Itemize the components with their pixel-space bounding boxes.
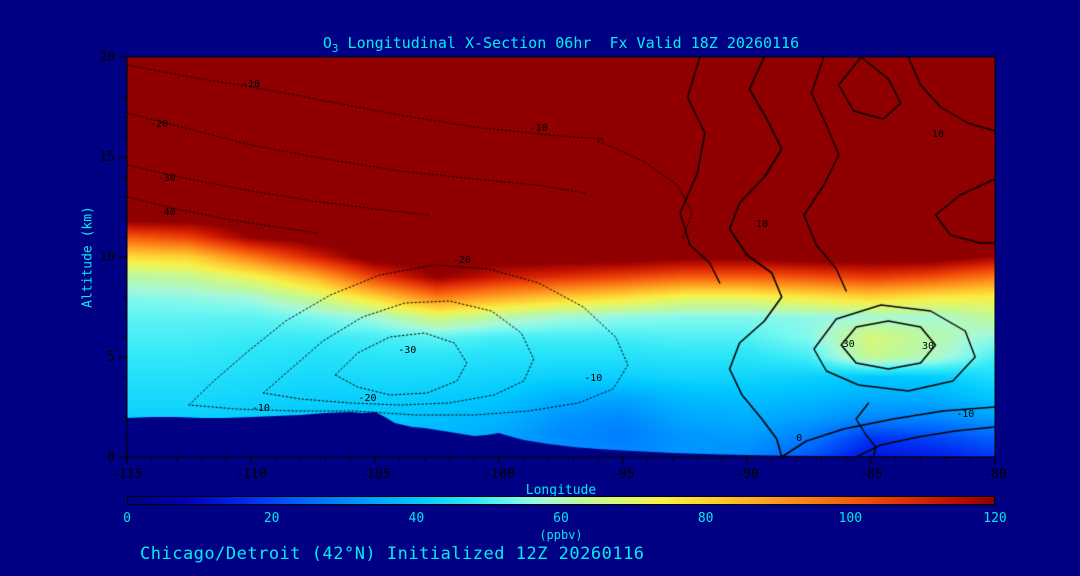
- contour-label: -10: [529, 123, 548, 134]
- colorbar-tick-label: 60: [553, 511, 569, 526]
- contour-label: -10: [584, 373, 603, 384]
- axis-tick-label: -105: [359, 467, 390, 482]
- colorbar-tick-label: 40: [408, 511, 425, 526]
- caption: Chicago/Detroit (42°N) Initialized 12Z 2…: [140, 544, 645, 564]
- axis-tick-label: -80: [983, 467, 1006, 482]
- axis-tick-label: -85: [859, 467, 882, 482]
- y-axis-title: Altitude (km): [80, 206, 96, 308]
- chart-title-species: O: [322, 34, 332, 52]
- contour-label: -20: [150, 119, 169, 130]
- contour-label: -30: [398, 345, 417, 356]
- colorbar-tick-label: 80: [697, 511, 714, 526]
- colorbar-tick-label: 120: [983, 511, 1007, 526]
- contour-label: 10: [755, 219, 768, 230]
- chart-title-text: Longitudinal X-Section 06hr Fx Valid 18Z…: [338, 34, 800, 52]
- filled-contour-plot: [127, 57, 995, 457]
- chart-title: O3 Longitudinal X-Section 06hr Fx Valid …: [127, 34, 995, 55]
- colorbar-tick-label: 20: [263, 511, 280, 526]
- contour-label: -20: [358, 393, 377, 404]
- chart-title-subscript: 3: [331, 42, 339, 55]
- axis-tick-label: 0: [107, 450, 115, 465]
- contour-label: 30: [922, 341, 935, 352]
- colorbar-title: (ppbv): [539, 528, 583, 542]
- axis-tick-label: -95: [611, 467, 634, 482]
- axis-tick-label: 10: [99, 250, 115, 265]
- axis-tick-label: -100: [483, 467, 514, 482]
- axis-tick-label: -115: [111, 467, 142, 482]
- axis-tick-label: -110: [235, 467, 266, 482]
- contour-label: -10: [241, 79, 261, 90]
- contour-label: 30: [842, 339, 855, 350]
- colorbar: [127, 496, 995, 505]
- colorbar-tick-label: 100: [838, 511, 863, 526]
- axis-tick-label: -90: [735, 467, 758, 482]
- contour-label: -20: [452, 255, 471, 266]
- contour-label: 10: [931, 129, 944, 140]
- axis-tick-label: 5: [107, 350, 115, 365]
- axis-tick-label: 15: [99, 150, 115, 165]
- contour-label: -10: [251, 403, 270, 414]
- contour-label: -30: [157, 173, 176, 184]
- contour-label: 0: [796, 433, 803, 444]
- colorbar-tick-label: 0: [123, 511, 131, 526]
- axis-tick-label: 20: [99, 50, 115, 65]
- x-axis-title: Longitude: [525, 483, 597, 498]
- contour-label: -10: [956, 409, 975, 420]
- contour-label: -40: [157, 207, 176, 218]
